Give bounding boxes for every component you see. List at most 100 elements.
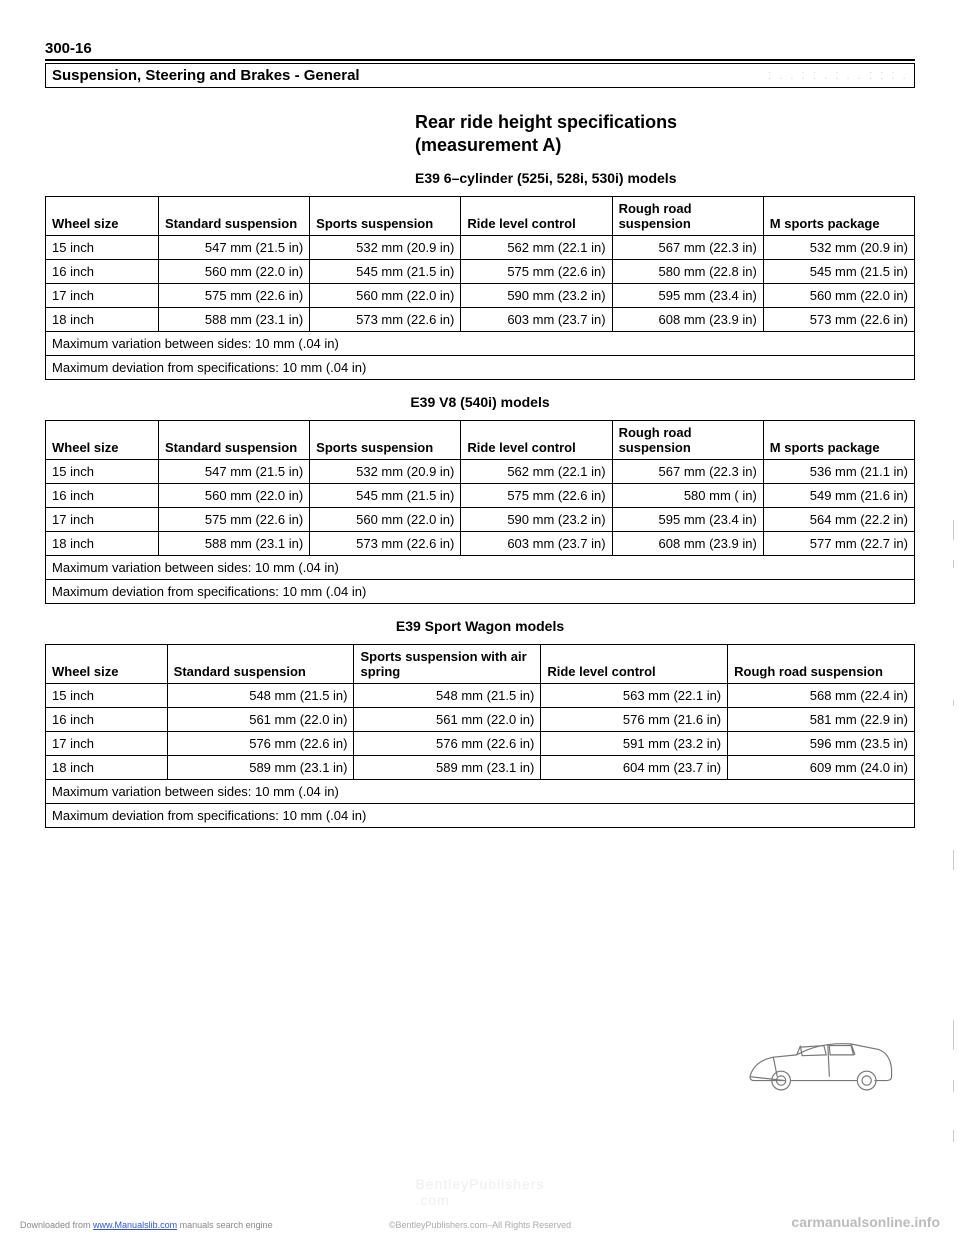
- table-row: 16 inch560 mm (22.0 in)545 mm (21.5 in)5…: [46, 260, 915, 284]
- col-header: Standard suspension: [167, 645, 354, 684]
- cell: 16 inch: [46, 484, 159, 508]
- manualslib-link[interactable]: www.Manualslib.com: [93, 1220, 177, 1230]
- cell: 595 mm (23.4 in): [612, 284, 763, 308]
- col-header: Standard suspension: [158, 421, 309, 460]
- spec-table-1: Wheel size Standard suspension Sports su…: [45, 196, 915, 380]
- main-heading-line2: (measurement A): [415, 135, 915, 156]
- cell: 581 mm (22.9 in): [728, 708, 915, 732]
- col-header: Ride level control: [541, 645, 728, 684]
- cell: 562 mm (22.1 in): [461, 460, 612, 484]
- cell: 596 mm (23.5 in): [728, 732, 915, 756]
- horizontal-rule: [45, 59, 915, 61]
- cell: 573 mm (22.6 in): [763, 308, 914, 332]
- cell: 545 mm (21.5 in): [310, 260, 461, 284]
- cell: 603 mm (23.7 in): [461, 532, 612, 556]
- cell: 576 mm (22.6 in): [354, 732, 541, 756]
- cell: 575 mm (22.6 in): [461, 484, 612, 508]
- footer-center: ©BentleyPublishers.com–All Rights Reserv…: [389, 1220, 571, 1230]
- cell: 575 mm (22.6 in): [461, 260, 612, 284]
- table-caption-2: E39 V8 (540i) models: [45, 394, 915, 410]
- cell: 564 mm (22.2 in): [763, 508, 914, 532]
- table-row: 18 inch588 mm (23.1 in)573 mm (22.6 in)6…: [46, 532, 915, 556]
- cell: 549 mm (21.6 in): [763, 484, 914, 508]
- table-row: 18 inch589 mm (23.1 in)589 mm (23.1 in)6…: [46, 756, 915, 780]
- cell: 608 mm (23.9 in): [612, 308, 763, 332]
- cell: 595 mm (23.4 in): [612, 508, 763, 532]
- cell: 563 mm (22.1 in): [541, 684, 728, 708]
- cell: 567 mm (22.3 in): [612, 460, 763, 484]
- cell: 18 inch: [46, 308, 159, 332]
- cell: 567 mm (22.3 in): [612, 236, 763, 260]
- main-heading-line1: Rear ride height specifications: [415, 112, 915, 133]
- table-caption-3: E39 Sport Wagon models: [45, 618, 915, 634]
- footer-right: carmanualsonline.info: [791, 1214, 940, 1230]
- col-header: Sports suspension: [310, 421, 461, 460]
- col-header: Ride level control: [461, 197, 612, 236]
- cell: 576 mm (21.6 in): [541, 708, 728, 732]
- cell: 591 mm (23.2 in): [541, 732, 728, 756]
- table-row: 15 inch547 mm (21.5 in)532 mm (20.9 in)5…: [46, 460, 915, 484]
- cell: 532 mm (20.9 in): [310, 460, 461, 484]
- cell: 532 mm (20.9 in): [763, 236, 914, 260]
- table-caption-1: E39 6–cylinder (525i, 528i, 530i) models: [415, 170, 915, 186]
- col-header: Rough road suspension: [728, 645, 915, 684]
- page-number: 300-16: [45, 40, 915, 57]
- col-header: Rough road suspension: [612, 421, 763, 460]
- cell: 589 mm (23.1 in): [354, 756, 541, 780]
- cell: 576 mm (22.6 in): [167, 732, 354, 756]
- cell: 561 mm (22.0 in): [354, 708, 541, 732]
- col-header: Standard suspension: [158, 197, 309, 236]
- cell: 590 mm (23.2 in): [461, 284, 612, 308]
- cell: Maximum variation between sides: 10 mm (…: [46, 332, 915, 356]
- table-row: 15 inch547 mm (21.5 in)532 mm (20.9 in)5…: [46, 236, 915, 260]
- cell: 545 mm (21.5 in): [310, 484, 461, 508]
- section-title-box: Suspension, Steering and Brakes - Genera…: [45, 63, 915, 88]
- cell: 18 inch: [46, 756, 168, 780]
- table-footer-row: Maximum deviation from specifications: 1…: [46, 804, 915, 828]
- cell: 560 mm (22.0 in): [158, 484, 309, 508]
- cell: 568 mm (22.4 in): [728, 684, 915, 708]
- cell: 15 inch: [46, 236, 159, 260]
- col-header: Wheel size: [46, 645, 168, 684]
- col-header: Sports suspension: [310, 197, 461, 236]
- wagon-illustration: [740, 1030, 900, 1100]
- cell: 548 mm (21.5 in): [354, 684, 541, 708]
- cell: 560 mm (22.0 in): [158, 260, 309, 284]
- cell: 604 mm (23.7 in): [541, 756, 728, 780]
- cell: 536 mm (21.1 in): [763, 460, 914, 484]
- watermark-ghost: BentleyPublishers.com: [415, 1176, 544, 1208]
- col-header: Wheel size: [46, 421, 159, 460]
- cell: 562 mm (22.1 in): [461, 236, 612, 260]
- cell: Maximum variation between sides: 10 mm (…: [46, 780, 915, 804]
- cell: 589 mm (23.1 in): [167, 756, 354, 780]
- footer-left: Downloaded from www.Manualslib.com manua…: [20, 1220, 273, 1230]
- col-header: Rough road suspension: [612, 197, 763, 236]
- cell: 17 inch: [46, 732, 168, 756]
- table-row: 17 inch575 mm (22.6 in)560 mm (22.0 in)5…: [46, 508, 915, 532]
- cell: 545 mm (21.5 in): [763, 260, 914, 284]
- cell: Maximum variation between sides: 10 mm (…: [46, 556, 915, 580]
- cell: 580 mm ( in): [612, 484, 763, 508]
- section-title: Suspension, Steering and Brakes - Genera…: [52, 67, 360, 84]
- cell: 560 mm (22.0 in): [310, 284, 461, 308]
- col-header: Wheel size: [46, 197, 159, 236]
- spec-table-2: Wheel size Standard suspension Sports su…: [45, 420, 915, 604]
- cell: 547 mm (21.5 in): [158, 460, 309, 484]
- cell: 16 inch: [46, 708, 168, 732]
- cell: 575 mm (22.6 in): [158, 508, 309, 532]
- table-row: 16 inch560 mm (22.0 in)545 mm (21.5 in)5…: [46, 484, 915, 508]
- cell: 608 mm (23.9 in): [612, 532, 763, 556]
- cell: 17 inch: [46, 508, 159, 532]
- cell: 588 mm (23.1 in): [158, 308, 309, 332]
- cell: 547 mm (21.5 in): [158, 236, 309, 260]
- cell: Maximum deviation from specifications: 1…: [46, 804, 915, 828]
- cell: 573 mm (22.6 in): [310, 308, 461, 332]
- cell: 532 mm (20.9 in): [310, 236, 461, 260]
- table-row: 15 inch548 mm (21.5 in)548 mm (21.5 in)5…: [46, 684, 915, 708]
- table-footer-row: Maximum deviation from specifications: 1…: [46, 356, 915, 380]
- table-footer-row: Maximum variation between sides: 10 mm (…: [46, 556, 915, 580]
- section-title-ghost: : . . : : . : . . : : : .: [768, 67, 908, 84]
- cell: Maximum deviation from specifications: 1…: [46, 356, 915, 380]
- scan-edge-marks: [940, 0, 958, 1242]
- cell: 560 mm (22.0 in): [763, 284, 914, 308]
